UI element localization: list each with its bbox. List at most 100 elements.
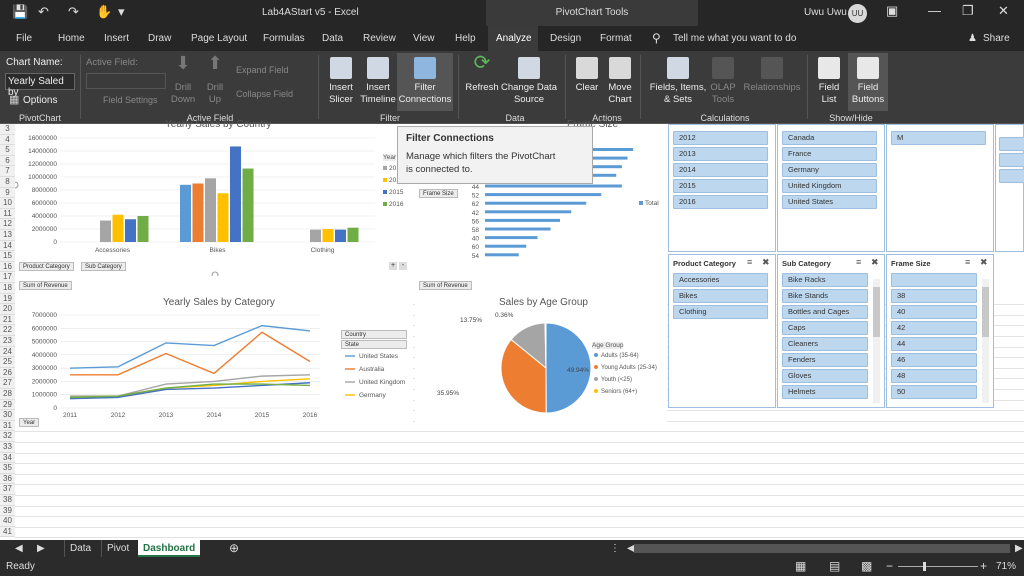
redo-icon[interactable]: ↷: [68, 4, 79, 19]
hscroll-left-icon[interactable]: ◀: [627, 543, 635, 554]
field-list-button[interactable]: Field List: [814, 57, 844, 106]
share-button[interactable]: Share: [983, 33, 1010, 44]
slicer-country-item[interactable]: Germany: [782, 163, 877, 177]
restore-icon[interactable]: ❐: [962, 3, 974, 18]
relationships-button[interactable]: Relationships: [742, 57, 802, 94]
sheet-tab-pivot[interactable]: Pivot: [101, 540, 134, 557]
slicer-item[interactable]: [999, 169, 1024, 183]
avatar[interactable]: UU: [848, 4, 867, 23]
add-sheet-icon[interactable]: ⊕: [229, 541, 240, 555]
slicer-year-item[interactable]: 2013: [673, 147, 768, 161]
active-field-input[interactable]: [86, 73, 166, 89]
sheet-tab-data[interactable]: Data: [64, 540, 96, 557]
tab-view[interactable]: View: [413, 33, 435, 44]
clear-button[interactable]: Clear: [572, 57, 602, 94]
slicer-country-item[interactable]: United States: [782, 195, 877, 209]
slicer-gender[interactable]: M: [886, 124, 994, 252]
slicer-country-item[interactable]: United Kingdom: [782, 179, 877, 193]
row-header[interactable]: 32: [0, 431, 15, 442]
slicer-item[interactable]: [999, 153, 1024, 167]
slicer-year-item[interactable]: 2016: [673, 195, 768, 209]
product-category-button[interactable]: Product Category: [19, 262, 74, 271]
save-icon[interactable]: 💾: [12, 4, 29, 19]
row-header[interactable]: 9: [0, 187, 15, 199]
row-header[interactable]: 24: [0, 346, 15, 358]
tab-analyze-active[interactable]: Analyze: [488, 26, 538, 51]
row-header[interactable]: 14: [0, 240, 15, 252]
row-header[interactable]: 21: [0, 314, 15, 326]
field-buttons-button[interactable]: Field Buttons: [848, 53, 888, 111]
filter-connections-button[interactable]: Filter Connections: [397, 53, 453, 111]
slicer-item[interactable]: [999, 137, 1024, 151]
expand-field-button[interactable]: Expand Field: [236, 65, 289, 75]
row-header[interactable]: 8: [0, 177, 15, 188]
row-header[interactable]: 26: [0, 367, 15, 379]
slicer-frame-size-item[interactable]: 46: [891, 353, 977, 367]
zoom-slider[interactable]: [898, 566, 978, 567]
slicer-sub-category-item[interactable]: Bottles and Cages: [782, 305, 868, 319]
sub-category-button[interactable]: Sub Category: [81, 262, 126, 271]
slicer-country-item[interactable]: France: [782, 147, 877, 161]
undo-icon[interactable]: ↶: [38, 4, 49, 19]
row-header[interactable]: 15: [0, 251, 15, 262]
sum-of-revenue-button[interactable]: Sum of Revenue: [19, 281, 72, 290]
close-icon[interactable]: ✕: [998, 3, 1009, 18]
slicer-frame-size-item[interactable]: 42: [891, 321, 977, 335]
slicer-scrollbar[interactable]: [982, 279, 989, 403]
row-header[interactable]: 29: [0, 399, 15, 411]
zoom-out-icon[interactable]: −: [886, 559, 894, 573]
collapse-field-button[interactable]: Collapse Field: [236, 89, 294, 99]
row-header[interactable]: 39: [0, 505, 15, 517]
row-header[interactable]: 3: [0, 124, 15, 135]
year-axis-button[interactable]: Year: [19, 418, 40, 427]
row-header[interactable]: 33: [0, 442, 15, 453]
change-data-source-button[interactable]: Change Data Source: [500, 57, 558, 106]
tab-format[interactable]: Format: [600, 33, 632, 44]
slicer-product-category[interactable]: Product Category ≡ ✖ Accessories Bikes Clo…: [668, 254, 776, 408]
row-header[interactable]: 31: [0, 420, 15, 432]
slicer-sub-category-item[interactable]: Fenders: [782, 353, 868, 367]
slicer-year[interactable]: 2012 2013 2014 2015 2016: [668, 124, 776, 252]
slicer-frame-size-item[interactable]: 40: [891, 305, 977, 319]
zoom-level[interactable]: 71%: [996, 561, 1017, 572]
row-header[interactable]: 28: [0, 389, 15, 400]
tab-help[interactable]: Help: [455, 33, 476, 44]
row-header[interactable]: 27: [0, 378, 15, 389]
tab-review[interactable]: Review: [363, 33, 396, 44]
slicer-country[interactable]: Canada France Germany United Kingdom United …: [777, 124, 885, 252]
slicer-year-item[interactable]: 2015: [673, 179, 768, 193]
clear-filter-icon[interactable]: ✖: [871, 257, 879, 267]
row-header[interactable]: 23: [0, 336, 15, 347]
slicer-frame-size-item[interactable]: 38: [891, 289, 977, 303]
slicer-scrollbar[interactable]: [873, 279, 880, 403]
slicer-year-item[interactable]: 2014: [673, 163, 768, 177]
chart-name-input[interactable]: Yearly Saled by: [5, 73, 75, 98]
slicer-frame-size-item[interactable]: [891, 273, 977, 287]
country-filter-button[interactable]: Country: [341, 330, 407, 339]
zoom-plus-icon[interactable]: +: [389, 262, 397, 270]
chart-yearly-sales-by-category[interactable]: Sum of Revenue Yearly Sales by Category …: [15, 278, 413, 428]
row-header[interactable]: 4: [0, 134, 15, 146]
slicer-sub-category-item[interactable]: Helmets: [782, 385, 868, 399]
slicer-frame-size[interactable]: Frame Size ≡ ✖ 38 40 42 44 46 48 50: [886, 254, 994, 408]
row-header[interactable]: 12: [0, 219, 15, 230]
row-header[interactable]: 30: [0, 410, 15, 421]
options-button[interactable]: Options: [23, 95, 58, 106]
row-header[interactable]: 18: [0, 283, 15, 294]
page-layout-view-icon[interactable]: ▤: [829, 559, 841, 573]
tab-file[interactable]: File: [16, 33, 33, 44]
normal-view-icon[interactable]: ▦: [795, 559, 807, 573]
slicer-sub-category[interactable]: Sub Category ≡ ✖ Bike Racks Bike Stands Bo…: [777, 254, 885, 408]
frame-size-filter-button[interactable]: Frame Size: [419, 189, 458, 198]
row-header[interactable]: 6: [0, 155, 15, 167]
tab-page-layout[interactable]: Page Layout: [191, 33, 248, 44]
touch-mode-icon[interactable]: ✋: [96, 4, 113, 19]
drill-up-button[interactable]: ⬆ Drill Up: [200, 54, 230, 106]
clear-filter-icon[interactable]: ✖: [980, 257, 988, 267]
slicer-extra[interactable]: [995, 124, 1024, 252]
tell-me-search[interactable]: Tell me what you want to do: [673, 33, 797, 44]
slicer-sub-category-item[interactable]: Gloves: [782, 369, 868, 383]
slicer-sub-category-item[interactable]: Cleaners: [782, 337, 868, 351]
minimize-icon[interactable]: —: [928, 3, 941, 18]
sum-of-revenue-button[interactable]: Sum of Revenue: [419, 281, 472, 290]
